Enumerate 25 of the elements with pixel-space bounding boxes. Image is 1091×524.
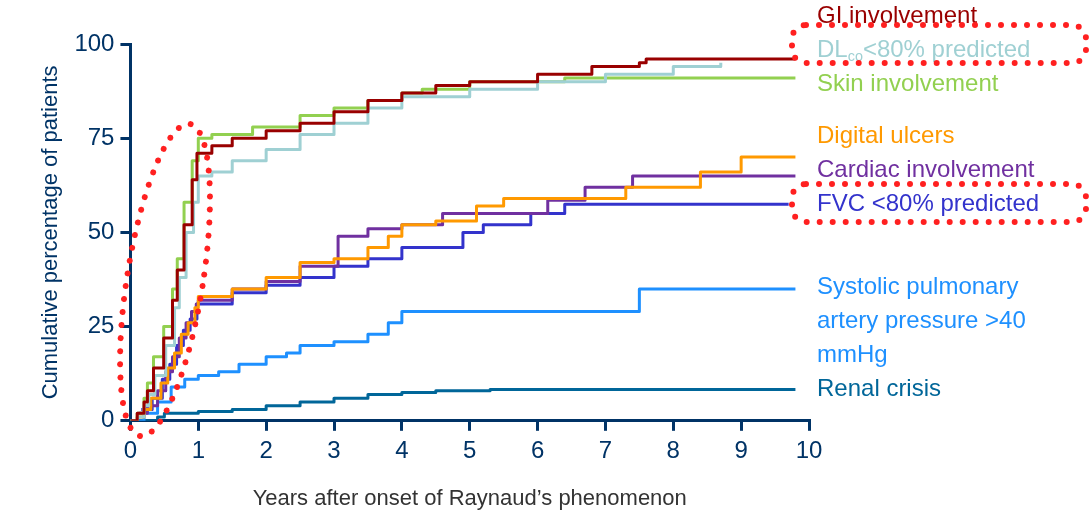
x-tick-label: 4: [395, 435, 409, 463]
series-label: Skin involvement: [817, 68, 999, 96]
x-tick-label: 10: [795, 435, 823, 463]
series-label: Cardiac involvement: [817, 154, 1035, 182]
series-label: GI involvement: [817, 0, 978, 28]
series-label: Digital ulcers: [817, 120, 955, 148]
y-tick-label: 25: [87, 311, 115, 339]
x-tick-label: 8: [666, 435, 680, 463]
x-tick-label: 2: [259, 435, 273, 463]
y-tick-label: 75: [87, 122, 115, 150]
x-tick-label: 9: [734, 435, 748, 463]
x-tick-label: 1: [191, 435, 205, 463]
x-tick-label: 0: [123, 435, 138, 463]
y-tick-label: 100: [74, 28, 115, 56]
y-tick-label: 0: [101, 405, 115, 433]
x-tick-label: 3: [327, 435, 341, 463]
series-label: Systolic pulmonary artery pressure >40 mmHg: [817, 272, 1026, 368]
y-tick-label: 50: [87, 217, 115, 245]
series-label: FVC <80% predicted: [817, 188, 1040, 216]
series-label: Renal crisis: [817, 374, 942, 402]
y-axis-title: Cumulative percentage of patients: [37, 65, 63, 400]
x-tick-label: 6: [530, 435, 545, 463]
x-axis-title: Years after onset of Raynaud’s phenomenon: [252, 484, 687, 510]
x-tick-label: 5: [463, 435, 477, 463]
x-tick-label: 7: [598, 435, 613, 463]
